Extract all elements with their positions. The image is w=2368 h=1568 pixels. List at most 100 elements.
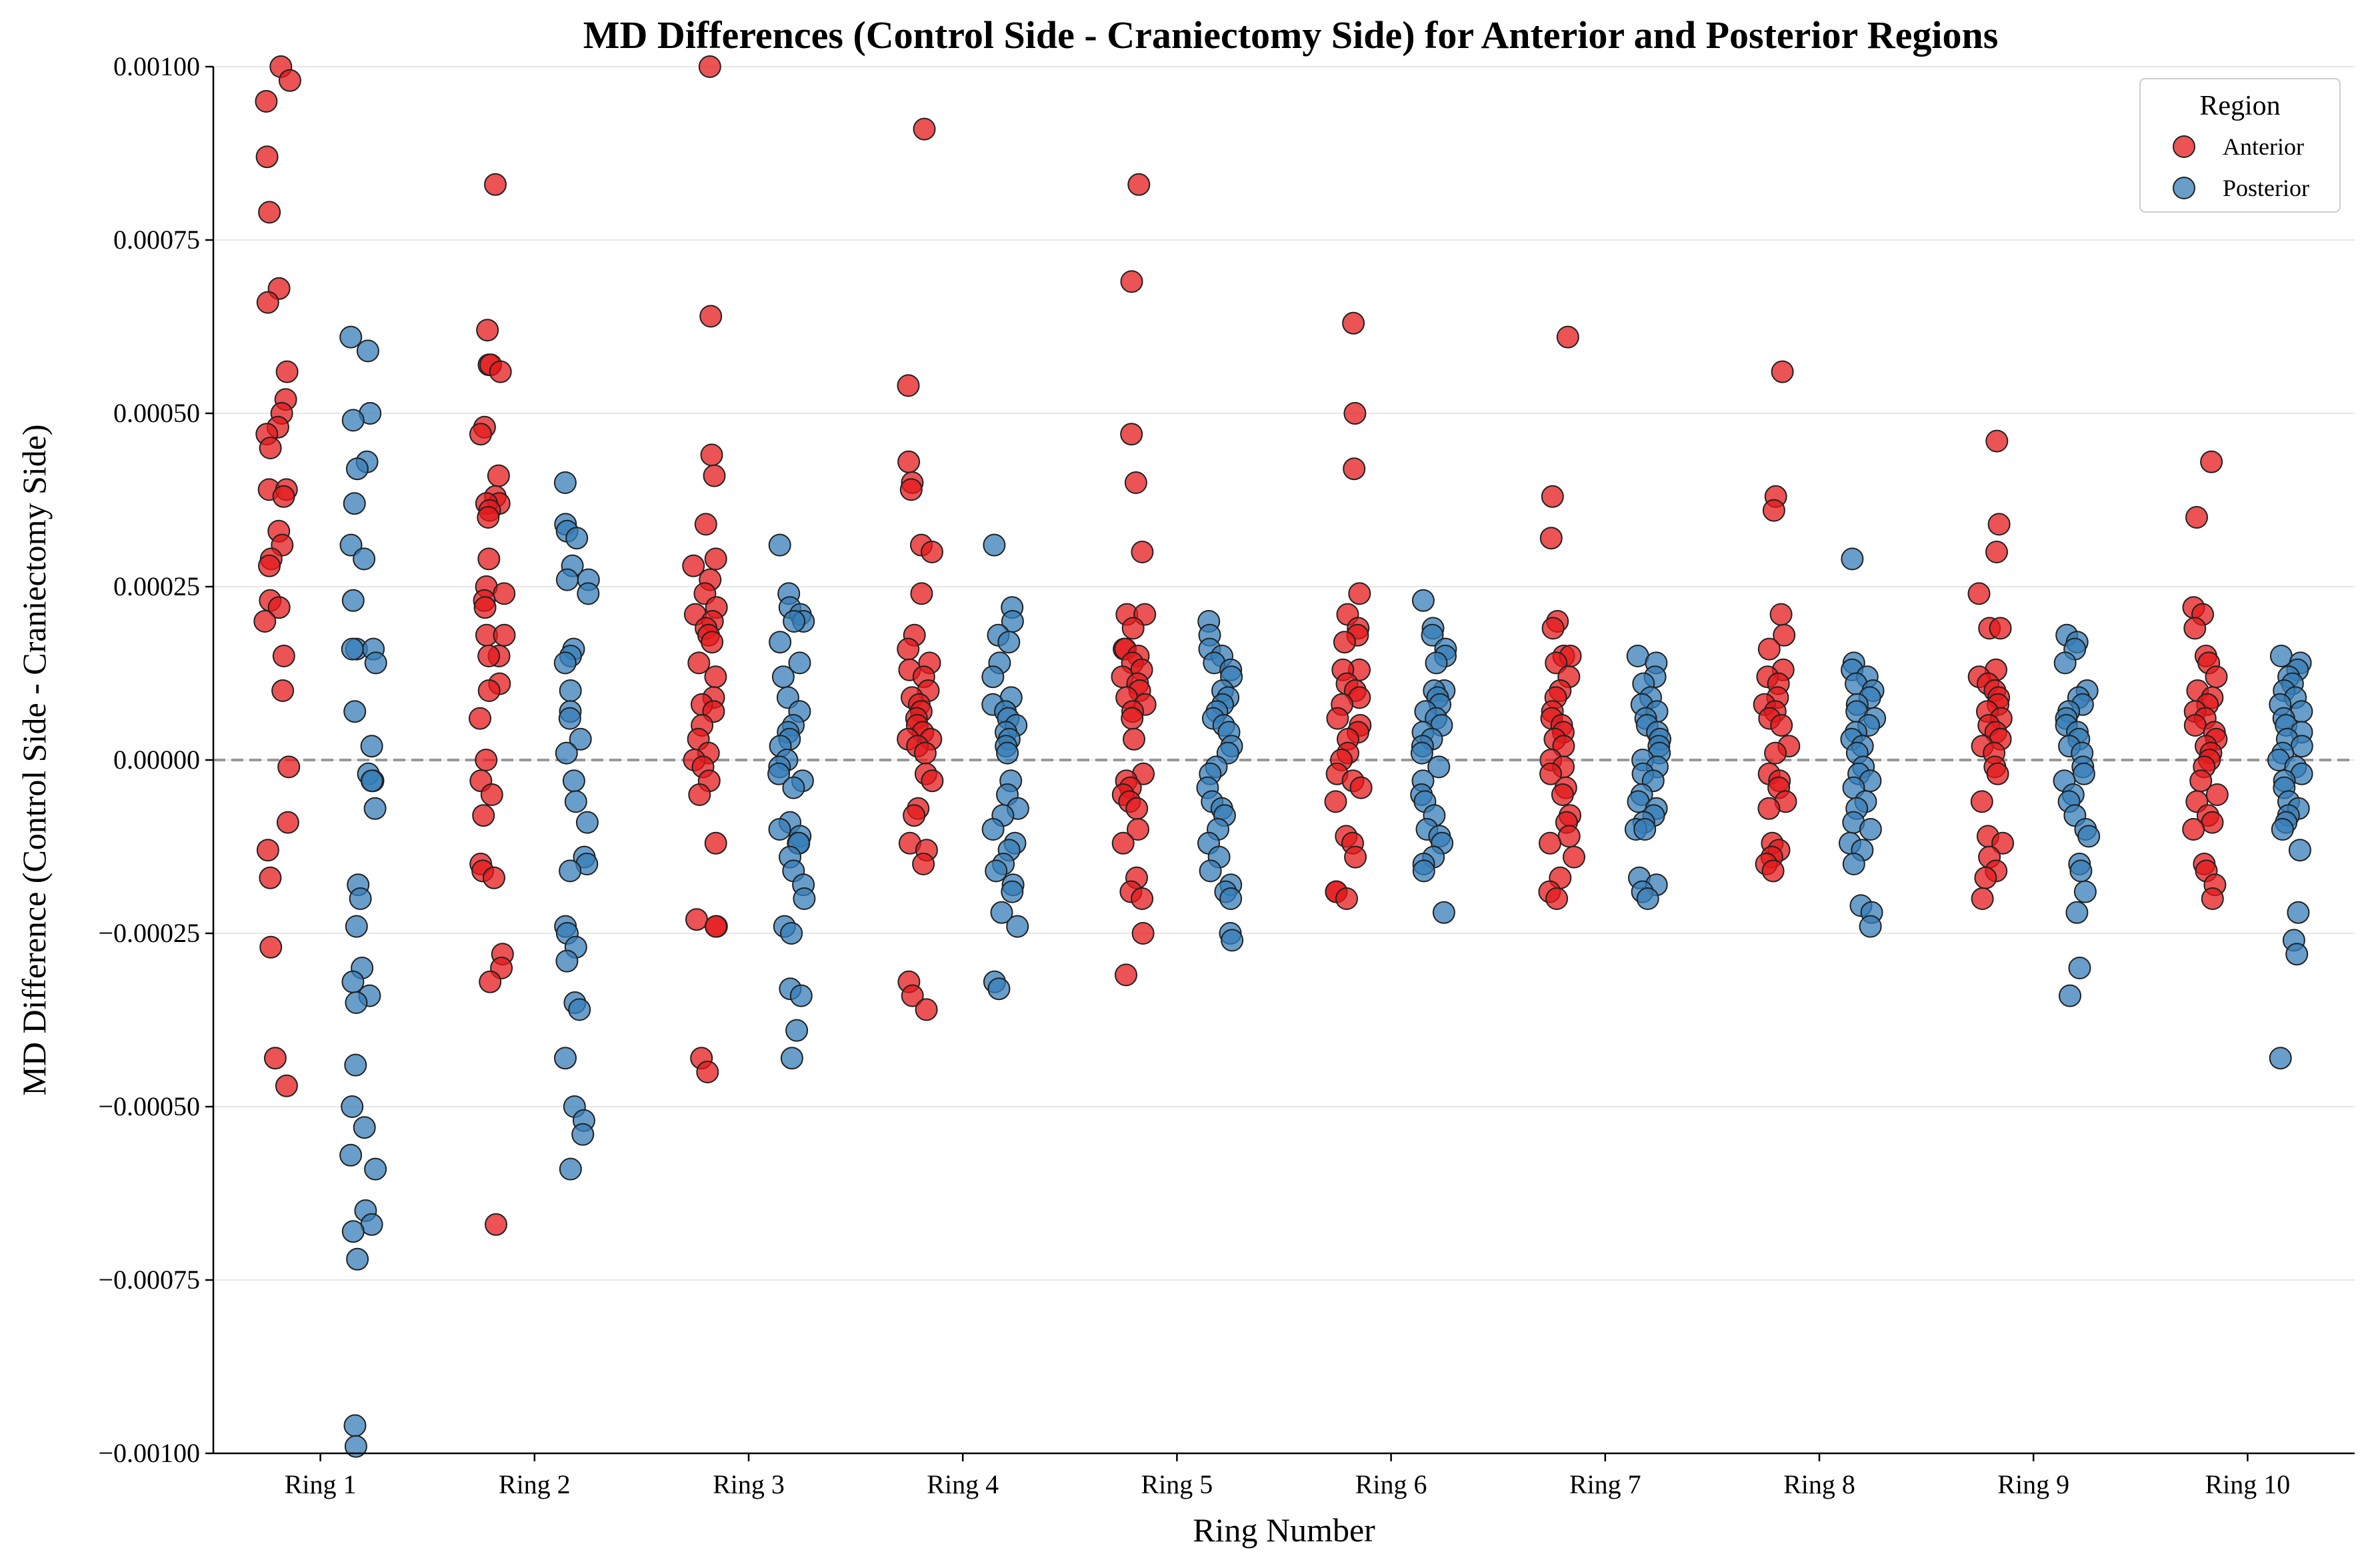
point-posterior-ring9-23: [2069, 859, 2093, 883]
point-posterior-ring2-25: [555, 949, 579, 973]
point-posterior-ring1-34: [341, 1220, 365, 1243]
point-anterior-ring8-13: [1770, 714, 1793, 737]
point-posterior-ring2-17: [564, 790, 587, 813]
point-anterior-ring7-29: [1545, 887, 1569, 910]
legend-title: Region: [2199, 91, 2280, 121]
x-tick-label-1: Ring 2: [499, 1469, 571, 1499]
point-posterior-ring3-33: [785, 1019, 809, 1042]
x-axis-title: Ring Number: [1193, 1511, 1375, 1549]
point-posterior-ring1-6: [343, 492, 366, 515]
point-anterior-ring5-20: [1123, 727, 1145, 751]
point-anterior-ring4-27: [903, 804, 926, 827]
point-posterior-ring2-18: [575, 811, 599, 834]
y-tick-label-7: 0.00075: [113, 225, 200, 255]
point-anterior-ring8-15: [1764, 741, 1787, 765]
point-anterior-ring9-27: [1971, 887, 1994, 910]
y-tick-label-5: 0.00025: [113, 571, 200, 601]
point-anterior-ring1-22: [253, 610, 277, 633]
x-ticks: Ring 1 Ring 2 Ring 3 Ring 4 Ring 5 Ring 6 Ring…: [285, 1453, 2290, 1499]
legend: Region Anterior Posterior: [2139, 78, 2341, 213]
point-anterior-ring9-21: [1970, 790, 1993, 813]
point-posterior-ring10-24: [2271, 818, 2294, 841]
point-posterior-ring1-0: [339, 325, 363, 349]
chart-title: MD Differences (Control Side - Craniecto…: [583, 13, 1999, 57]
point-anterior-ring2-4: [489, 360, 512, 383]
point-anterior-ring7-25: [1539, 831, 1561, 855]
point-anterior-ring5-27: [1127, 818, 1149, 841]
point-posterior-ring1-15: [360, 735, 383, 758]
point-anterior-ring4-23: [913, 741, 937, 765]
point-anterior-ring8-5: [1757, 637, 1781, 661]
point-anterior-ring3-5: [704, 547, 727, 571]
point-posterior-ring3-32: [789, 984, 813, 1007]
point-anterior-ring2-13: [477, 547, 501, 571]
x-tick-label-6: Ring 7: [1569, 1469, 1641, 1499]
point-posterior-ring5-25: [1199, 859, 1222, 883]
point-posterior-ring1-8: [353, 547, 376, 571]
point-anterior-ring5-33: [1115, 963, 1137, 987]
point-anterior-ring3-0: [698, 55, 721, 78]
point-anterior-ring2-0: [484, 173, 507, 196]
point-anterior-ring4-6: [921, 541, 943, 563]
point-anterior-ring6-23: [1324, 790, 1347, 813]
point-anterior-ring9-0: [1985, 429, 2009, 453]
point-anterior-ring2-24: [469, 707, 491, 730]
point-posterior-ring8-28: [1859, 915, 1882, 938]
point-anterior-ring6-22: [1349, 776, 1373, 799]
point-anterior-ring2-6: [469, 423, 492, 446]
point-posterior-ring9-26: [2068, 957, 2091, 979]
point-anterior-ring5-19: [1121, 707, 1144, 730]
point-anterior-ring10-29: [2201, 887, 2224, 910]
point-posterior-ring4-6: [981, 665, 1005, 689]
point-posterior-ring1-1: [356, 339, 379, 363]
point-anterior-ring9-2: [1985, 541, 2008, 563]
point-anterior-ring2-19: [493, 623, 516, 647]
point-anterior-ring1-12: [259, 437, 282, 459]
point-posterior-ring1-18: [360, 769, 383, 793]
point-posterior-ring10-29: [2269, 1047, 2292, 1070]
point-anterior-ring2-25: [475, 749, 498, 771]
point-posterior-ring6-28: [1432, 901, 1455, 924]
point-anterior-ring3-3: [703, 464, 726, 487]
point-posterior-ring3-19: [782, 776, 805, 799]
point-posterior-ring1-28: [341, 1095, 364, 1118]
y-ticks: −0.00100 −0.00075 −0.00050 −0.00025 0.00000 0…: [98, 51, 213, 1468]
point-anterior-ring9-26: [1974, 866, 1997, 889]
point-anterior-ring3-16: [704, 665, 727, 689]
point-anterior-ring5-26: [1125, 797, 1149, 820]
point-anterior-ring3-6: [682, 554, 705, 577]
point-posterior-ring1-13: [364, 651, 387, 675]
x-tick-label-2: Ring 3: [713, 1469, 785, 1499]
point-anterior-ring1-24: [271, 679, 295, 702]
point-anterior-ring5-0: [1127, 173, 1151, 196]
y-tick-label-6: 0.00050: [113, 398, 200, 428]
point-posterior-ring6-0: [1411, 589, 1435, 612]
point-posterior-ring7-23: [1633, 818, 1657, 841]
point-posterior-ring2-10: [553, 651, 577, 675]
point-anterior-ring4-0: [913, 117, 936, 141]
point-posterior-ring4-24: [985, 859, 1008, 883]
legend-label-anterior: Anterior: [2223, 133, 2304, 160]
point-posterior-ring3-8: [771, 665, 795, 689]
point-anterior-ring4-33: [915, 998, 938, 1021]
y-axis-title: MD Difference (Control Side - Craniectom…: [15, 424, 53, 1095]
x-tick-label-0: Ring 1: [285, 1469, 357, 1499]
point-anterior-ring4-25: [921, 769, 944, 793]
legend-label-posterior: Posterior: [2223, 175, 2309, 201]
point-posterior-ring2-6: [555, 568, 579, 591]
point-anterior-ring4-32: [901, 984, 924, 1007]
point-posterior-ring1-21: [349, 887, 372, 910]
point-anterior-ring1-29: [259, 935, 283, 959]
y-tick-label-8: 0.00100: [113, 51, 200, 81]
y-tick-label-4: 0.00000: [113, 745, 200, 775]
point-anterior-ring7-21: [1551, 783, 1574, 806]
x-tick-label-7: Ring 8: [1783, 1469, 1855, 1499]
point-anterior-ring1-31: [275, 1074, 298, 1097]
point-posterior-ring1-31: [364, 1157, 387, 1181]
point-posterior-ring9-25: [2065, 901, 2089, 924]
point-posterior-ring4-26: [1001, 880, 1024, 903]
point-anterior-ring1-6: [256, 291, 279, 314]
series-anterior: [253, 55, 2229, 1236]
point-posterior-ring5-28: [1219, 887, 1243, 910]
